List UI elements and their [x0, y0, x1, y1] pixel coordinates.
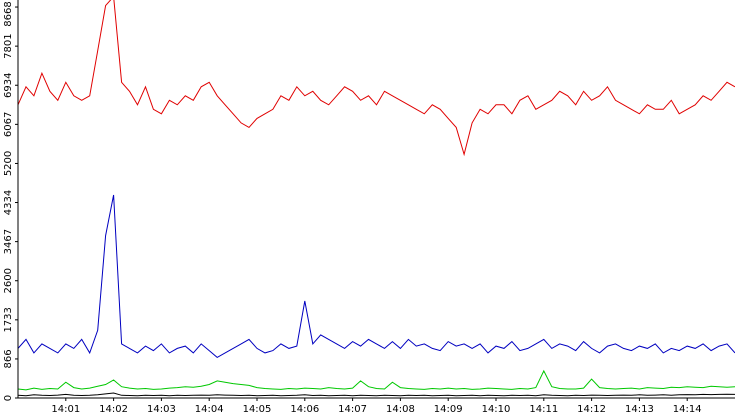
x-tick-label: 14:07: [338, 404, 367, 415]
x-tick-label: 14:02: [99, 404, 128, 415]
y-tick-label: 6934: [3, 73, 14, 98]
y-tick-label: 2600: [3, 268, 14, 293]
x-tick-label: 14:08: [386, 404, 415, 415]
y-tick-label: 0: [3, 395, 14, 401]
y-tick-label: 4334: [3, 190, 14, 215]
y-tick-label: 7801: [3, 33, 14, 58]
plot-area: [18, 0, 735, 397]
series-line: [18, 0, 735, 157]
x-tick-label: 14:04: [195, 404, 224, 415]
x-tick-label: 14:11: [529, 404, 558, 415]
y-tick-label: 8668: [3, 1, 14, 26]
y-tick-label: 1733: [3, 307, 14, 332]
series-line: [18, 194, 735, 359]
x-tick-label: 14:12: [577, 404, 606, 415]
x-tick-label: 14:10: [482, 404, 511, 415]
x-tick-label: 14:09: [434, 404, 463, 415]
x-tick-label: 14:05: [243, 404, 272, 415]
x-tick-label: 14:01: [51, 404, 80, 415]
series-line: [18, 392, 735, 397]
series-line: [18, 369, 735, 391]
x-tick-label: 14:14: [673, 404, 702, 415]
y-tick-label: 6067: [3, 112, 14, 137]
y-tick-label: 866: [3, 349, 14, 368]
x-tick-label: 14:13: [625, 404, 654, 415]
y-tick-label: 5200: [3, 151, 14, 176]
y-tick-label: 3467: [3, 229, 14, 254]
x-tick-label: 14:03: [147, 404, 176, 415]
x-tick-label: 14:06: [290, 404, 319, 415]
